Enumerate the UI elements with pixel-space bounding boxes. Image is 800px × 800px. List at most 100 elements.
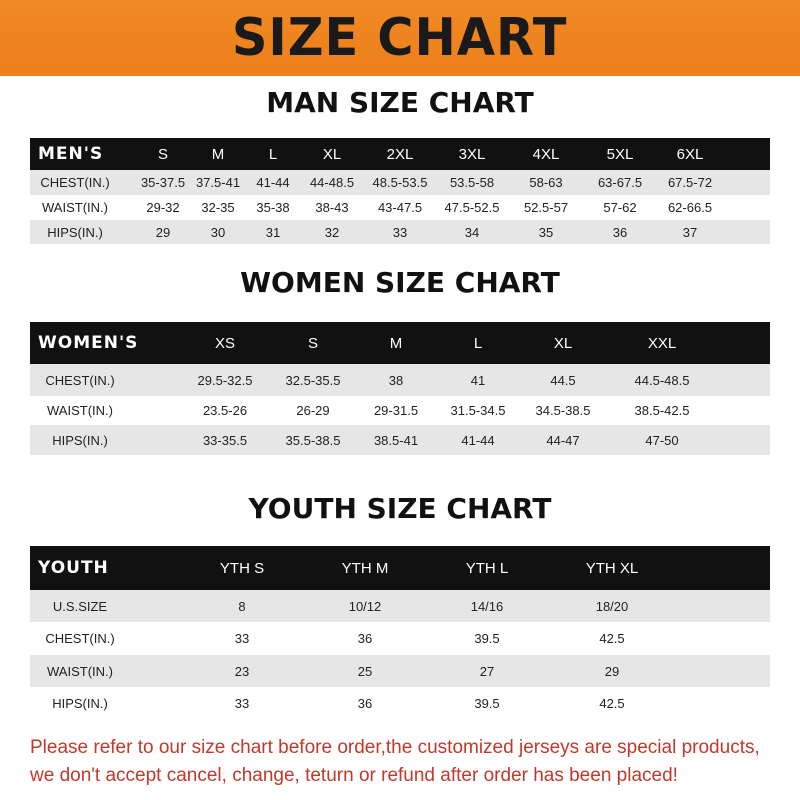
table-cell: 43-47.5 <box>377 200 423 215</box>
table-cell: 44.5 <box>550 372 576 388</box>
table-title-cell: WOMEN'S <box>38 333 139 353</box>
table-cell: 31 <box>265 224 281 240</box>
table-cell: 44-47 <box>546 432 580 448</box>
size-header-cell: 3XL <box>458 145 486 163</box>
banner: SIZE CHART <box>0 0 800 76</box>
table-cell: 35.5-38.5 <box>285 432 341 448</box>
table-cell: 48.5-53.5 <box>372 175 428 190</box>
size-header-cell: L <box>268 145 278 163</box>
table-cell: 38 <box>388 372 404 388</box>
row-label: HIPS(IN.) <box>52 432 108 448</box>
table-cell: 52.5-57 <box>523 200 569 215</box>
table-row: CHEST(IN.) 35-37.5 37.5-41 41-44 44-48.5 48.5… <box>30 170 770 195</box>
table-cell: 37.5-41 <box>195 175 241 190</box>
table-cell: 26-29 <box>296 403 330 418</box>
size-header-cell: XL <box>322 145 342 163</box>
size-header-cell: YTH M <box>341 559 389 577</box>
table-row: U.S.SIZE 8 10/12 14/16 18/20 <box>30 590 770 622</box>
banner-title: SIZE CHART <box>232 8 568 68</box>
size-header-cell: XS <box>214 334 236 352</box>
table-cell: 29 <box>155 224 171 240</box>
table-cell: 33 <box>234 695 250 711</box>
row-label: WAIST(IN.) <box>47 403 113 418</box>
table-cell: 29-32 <box>146 200 180 215</box>
size-header-cell: 4XL <box>532 145 560 163</box>
row-label: CHEST(IN.) <box>45 631 115 646</box>
table-cell: 67.5-72 <box>667 175 713 190</box>
table-cell: 32-35 <box>201 200 235 215</box>
women-size-table: WOMEN'S XS S M L XL XXL CHEST(IN.) 29.5-32.5 32.5… <box>30 322 770 455</box>
table-cell: 29.5-32.5 <box>197 372 253 388</box>
table-cell: 63-67.5 <box>597 175 643 190</box>
row-label: HIPS(IN.) <box>52 695 108 711</box>
table-cell: 14/16 <box>470 598 504 614</box>
youth-size-table: YOUTH YTH S YTH M YTH L YTH XL U.S.SIZE 8 10/12… <box>30 546 770 719</box>
table-row: CHEST(IN.) 33 36 39.5 42.5 <box>30 622 770 655</box>
size-header-cell: YTH S <box>219 559 265 577</box>
table-cell: 38.5-42.5 <box>634 403 690 418</box>
table-title-cell: MEN'S <box>38 144 104 164</box>
size-header-cell: M <box>389 334 403 352</box>
table-cell: 42.5 <box>599 695 625 711</box>
youth-title: YOUTH SIZE CHART <box>248 492 552 525</box>
table-cell: 32.5-35.5 <box>285 372 341 388</box>
men-title: MAN SIZE CHART <box>266 86 534 119</box>
table-cell: 35 <box>538 224 554 240</box>
disclaimer-line-2: we don't accept cancel, change, teturn o… <box>30 765 678 786</box>
table-row: HIPS(IN.) 29 30 31 32 33 34 35 36 37 <box>30 220 770 244</box>
table-row: WAIST(IN.) 23 25 27 29 <box>30 655 770 687</box>
table-cell: 29 <box>604 663 620 679</box>
size-header-cell: 5XL <box>606 145 634 163</box>
table-cell: 57-62 <box>603 200 637 215</box>
table-cell: 30 <box>210 224 226 240</box>
size-header-cell: M <box>211 145 225 163</box>
size-header-cell: S <box>157 145 169 163</box>
table-cell: 38-43 <box>315 200 349 215</box>
table-cell: 33-35.5 <box>202 432 248 448</box>
table-header-row: MEN'S S M L XL 2XL 3XL 4XL 5XL 6XL <box>30 138 770 170</box>
size-header-cell: XL <box>553 334 573 352</box>
size-header-cell: YTH XL <box>585 559 639 577</box>
disclaimer-note: Please refer to our size chart before or… <box>30 734 780 790</box>
table-cell: 36 <box>357 631 373 646</box>
size-header-cell: L <box>473 334 483 352</box>
table-cell: 39.5 <box>474 695 500 711</box>
table-cell: 32 <box>324 224 340 240</box>
table-cell: 47-50 <box>645 432 679 448</box>
table-title-cell: YOUTH <box>38 558 109 578</box>
table-row: WAIST(IN.) 23.5-26 26-29 29-31.5 31.5-34.5 34… <box>30 396 770 425</box>
table-cell: 39.5 <box>474 631 500 646</box>
table-cell: 36 <box>612 224 628 240</box>
men-size-table: MEN'S S M L XL 2XL 3XL 4XL 5XL 6XL CHEST(IN.) 35-37… <box>30 138 770 244</box>
table-cell: 34.5-38.5 <box>535 403 591 418</box>
table-header-row: YOUTH YTH S YTH M YTH L YTH XL <box>30 546 770 590</box>
table-cell: 31.5-34.5 <box>450 403 506 418</box>
size-header-cell: 2XL <box>386 145 414 163</box>
table-cell: 41 <box>470 372 486 388</box>
size-header-cell: 6XL <box>676 145 704 163</box>
table-cell: 36 <box>357 695 373 711</box>
table-cell: 34 <box>464 224 480 240</box>
table-cell: 29-31.5 <box>373 403 419 418</box>
table-cell: 58-63 <box>529 175 563 190</box>
table-row: WAIST(IN.) 29-32 32-35 35-38 38-43 43-47.5 47.… <box>30 195 770 220</box>
table-cell: 41-44 <box>461 432 495 448</box>
table-cell: 8 <box>238 598 246 614</box>
size-header-cell: XXL <box>647 334 677 352</box>
table-cell: 42.5 <box>599 631 625 646</box>
table-cell: 33 <box>234 631 250 646</box>
table-cell: 47.5-52.5 <box>444 200 500 215</box>
table-cell: 27 <box>479 663 495 679</box>
table-cell: 23 <box>234 663 250 679</box>
row-label: WAIST(IN.) <box>42 200 108 215</box>
table-cell: 23.5-26 <box>202 403 248 418</box>
table-row: HIPS(IN.) 33-35.5 35.5-38.5 38.5-41 41-44 44-… <box>30 425 770 455</box>
table-cell: 35-37.5 <box>140 175 186 190</box>
row-label: CHEST(IN.) <box>40 175 110 190</box>
table-cell: 62-66.5 <box>667 200 713 215</box>
row-label: WAIST(IN.) <box>47 663 113 679</box>
row-label: HIPS(IN.) <box>47 224 103 240</box>
table-cell: 37 <box>682 224 698 240</box>
table-cell: 41-44 <box>256 175 290 190</box>
table-cell: 44.5-48.5 <box>634 372 690 388</box>
